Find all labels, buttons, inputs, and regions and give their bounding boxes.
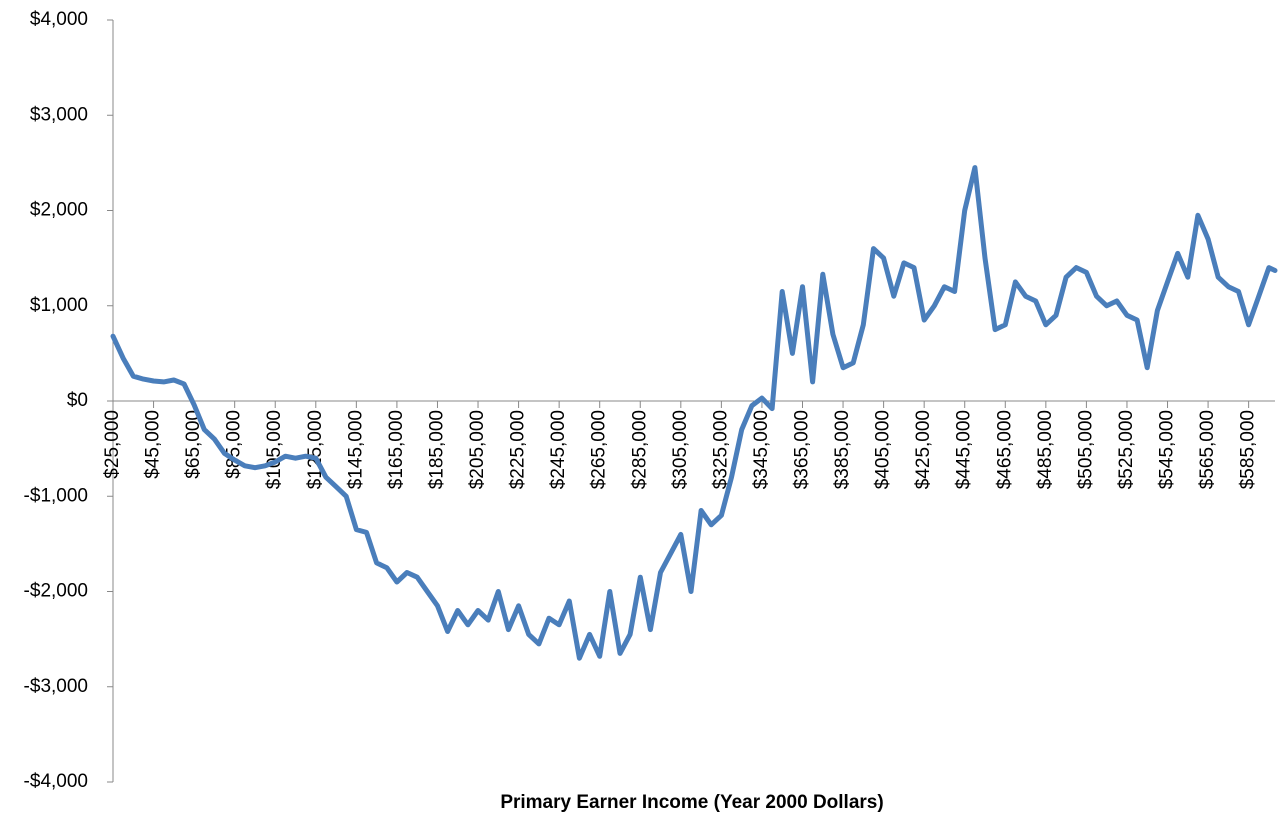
x-tick-label: $165,000: [386, 410, 407, 489]
x-axis-label: Primary Earner Income (Year 2000 Dollars…: [500, 792, 883, 813]
y-tick-label: $1,000: [30, 295, 88, 316]
x-tick-label: $245,000: [548, 410, 569, 489]
y-tick-label: -$1,000: [24, 485, 88, 506]
x-tick-label: $345,000: [751, 410, 772, 489]
x-tick-label: $425,000: [913, 410, 934, 489]
x-tick-label: $365,000: [792, 410, 813, 489]
x-tick-label: $385,000: [832, 410, 853, 489]
x-tick-label: $105,000: [264, 410, 285, 489]
x-tick-label: $85,000: [224, 410, 245, 479]
x-tick-label: $585,000: [1238, 410, 1259, 489]
x-tick-label: $525,000: [1116, 410, 1137, 489]
x-tick-label: $65,000: [183, 410, 204, 479]
x-tick-label: $185,000: [426, 410, 447, 489]
x-tick-label: $565,000: [1197, 410, 1218, 489]
x-tick-label: $445,000: [954, 410, 975, 489]
x-tick-label: $465,000: [994, 410, 1015, 489]
x-tick-label: $45,000: [143, 410, 164, 479]
x-tick-label: $545,000: [1157, 410, 1178, 489]
x-tick-label: $225,000: [508, 410, 529, 489]
x-tick-label: $265,000: [589, 410, 610, 489]
y-tick-label: -$4,000: [24, 771, 88, 792]
y-tick-label: -$2,000: [24, 581, 88, 602]
line-series: [110, 165, 1278, 661]
x-tick-label: $145,000: [345, 410, 366, 489]
x-tick-label: $205,000: [467, 410, 488, 489]
y-tick-label: $0: [67, 390, 88, 411]
y-tick-label: $3,000: [30, 104, 88, 125]
y-tick-label: $2,000: [30, 200, 88, 221]
x-tick-label: $125,000: [305, 410, 326, 489]
x-tick-label: $325,000: [710, 410, 731, 489]
x-tick-label: $405,000: [873, 410, 894, 489]
x-tick-label: $485,000: [1035, 410, 1056, 489]
y-tick-label: $4,000: [30, 9, 88, 30]
x-tick-label: $25,000: [102, 410, 123, 479]
x-tick-label: $505,000: [1075, 410, 1096, 489]
x-tick-label: $305,000: [670, 410, 691, 489]
x-tick-label: $285,000: [629, 410, 650, 489]
y-tick-label: -$3,000: [24, 676, 88, 697]
